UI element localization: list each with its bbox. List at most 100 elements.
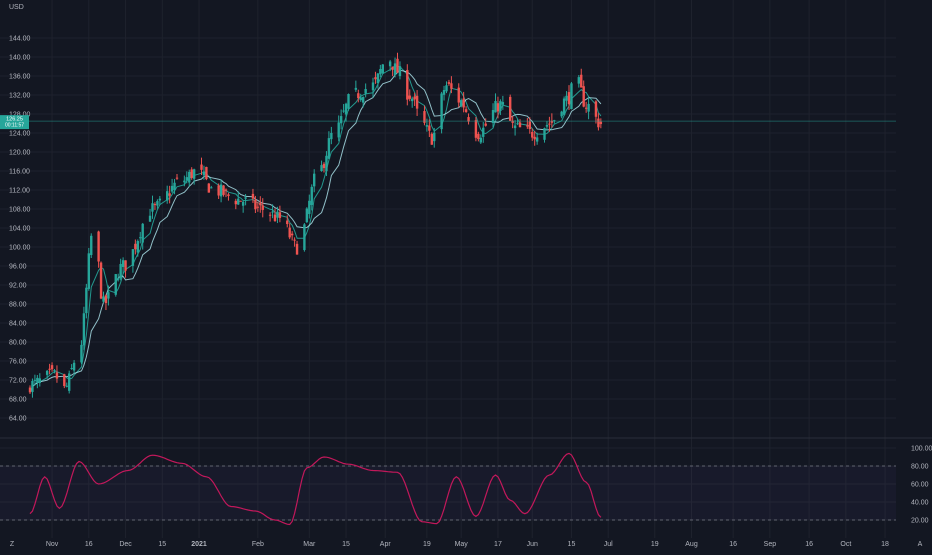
grid (0, 0, 896, 538)
time-tick-label: 18 (881, 541, 889, 548)
candle-body (337, 122, 340, 138)
candle-body (293, 239, 296, 241)
indicator-pane[interactable] (0, 452, 896, 526)
candle-body (550, 120, 554, 123)
candle-body (153, 204, 157, 206)
candle-body (102, 296, 105, 302)
price-tick-label: 76.00 (9, 359, 27, 366)
price-tick-label: 132.00 (9, 93, 31, 100)
candle-body (479, 137, 482, 143)
settings-icon[interactable]: A (918, 541, 923, 548)
candle-body (313, 173, 316, 187)
candle-body (72, 362, 76, 371)
candle-body (151, 203, 154, 212)
candle-body (271, 211, 274, 213)
candle-body (362, 97, 365, 103)
candle-body (65, 385, 68, 387)
candle-body (359, 97, 362, 101)
price-axis[interactable]: USD 144.00 140.00 136.00 132.00 128.00 124.00… (9, 4, 31, 423)
candle-body (494, 100, 497, 113)
candle-body (121, 260, 125, 267)
candle-body (168, 193, 171, 196)
candle-body (327, 138, 331, 159)
candle-body (188, 171, 191, 183)
candle-body (393, 63, 397, 76)
candle-body (70, 368, 73, 370)
candle-body (548, 123, 551, 125)
candle-body (308, 200, 311, 215)
indicator-axis[interactable]: 100.00 80.00 60.00 40.00 20.00 (911, 446, 932, 525)
price-tick-label: 68.00 (9, 397, 27, 404)
indicator-tick-label: 80.00 (911, 464, 929, 471)
time-tick-label: 17 (494, 541, 502, 548)
candle-body (518, 122, 522, 128)
reset-icon[interactable]: Z (10, 541, 15, 548)
current-price-tag: 126.25 00:11:57 (0, 115, 29, 130)
indicator-tick-label: 20.00 (911, 518, 929, 525)
candle-body (379, 69, 382, 75)
candle-body (104, 295, 108, 304)
candle-body (413, 96, 416, 100)
moving-averages (29, 65, 602, 393)
candle-body (570, 83, 573, 110)
candle-body (320, 165, 323, 172)
candle-body (124, 260, 127, 271)
candle-body (513, 125, 517, 129)
candle-body (205, 166, 208, 180)
candle-body (325, 155, 328, 172)
price-tick-label: 72.00 (9, 378, 27, 385)
candle-body (531, 131, 534, 138)
candle-body (391, 66, 394, 70)
candle-body (38, 378, 41, 383)
time-axis[interactable]: Nov 16 Dec 15 2021 Feb Mar 15 Apr 19 May 17 Jun 15 Jul… (46, 541, 889, 548)
candle-body (166, 191, 169, 201)
candle-body (457, 87, 460, 103)
price-tick-label: 64.00 (9, 416, 27, 423)
candle-body (415, 95, 419, 109)
oscillator-line (29, 452, 602, 526)
time-tick-label: 2021 (191, 541, 207, 548)
price-pane[interactable] (28, 52, 603, 398)
candle-body (430, 133, 433, 145)
candle-body (170, 185, 174, 192)
candle-body (467, 117, 470, 122)
price-tick-label: 116.00 (9, 169, 30, 176)
candle-body (474, 120, 478, 138)
candle-body (491, 110, 495, 124)
time-tick-label: Sep (764, 541, 777, 548)
candle-body (55, 372, 59, 379)
moving-average-slow (29, 69, 602, 393)
candle-body (428, 125, 431, 131)
candle-body (322, 163, 326, 169)
price-tick-label: 80.00 (9, 340, 27, 347)
candle-body (241, 201, 245, 206)
candle-body (484, 123, 487, 126)
candle-body (139, 237, 142, 239)
candle-body (190, 169, 193, 178)
candle-body (85, 287, 88, 314)
candle-body (192, 169, 196, 179)
time-tick-label: 19 (423, 541, 431, 548)
time-tick-label: Aug (685, 541, 698, 548)
countdown-value: 00:11:57 (5, 123, 24, 129)
candle-body (87, 253, 90, 289)
price-tick-label: 88.00 (9, 302, 27, 309)
candle-body (207, 183, 211, 193)
time-tick-label: 16 (85, 541, 93, 548)
candles (28, 52, 603, 398)
candle-body (344, 103, 348, 115)
candle-body (234, 200, 237, 205)
candle-body (562, 98, 566, 115)
price-tick-label: 100.00 (9, 245, 31, 252)
price-tick-label: 104.00 (9, 226, 31, 233)
candle-body (411, 98, 414, 102)
candle-body (278, 212, 282, 218)
candle-body (406, 69, 409, 100)
candle-body (63, 374, 66, 387)
candle-body (462, 98, 465, 108)
candle-body (45, 370, 49, 375)
candle-body (227, 194, 230, 197)
candle-body (342, 110, 345, 112)
